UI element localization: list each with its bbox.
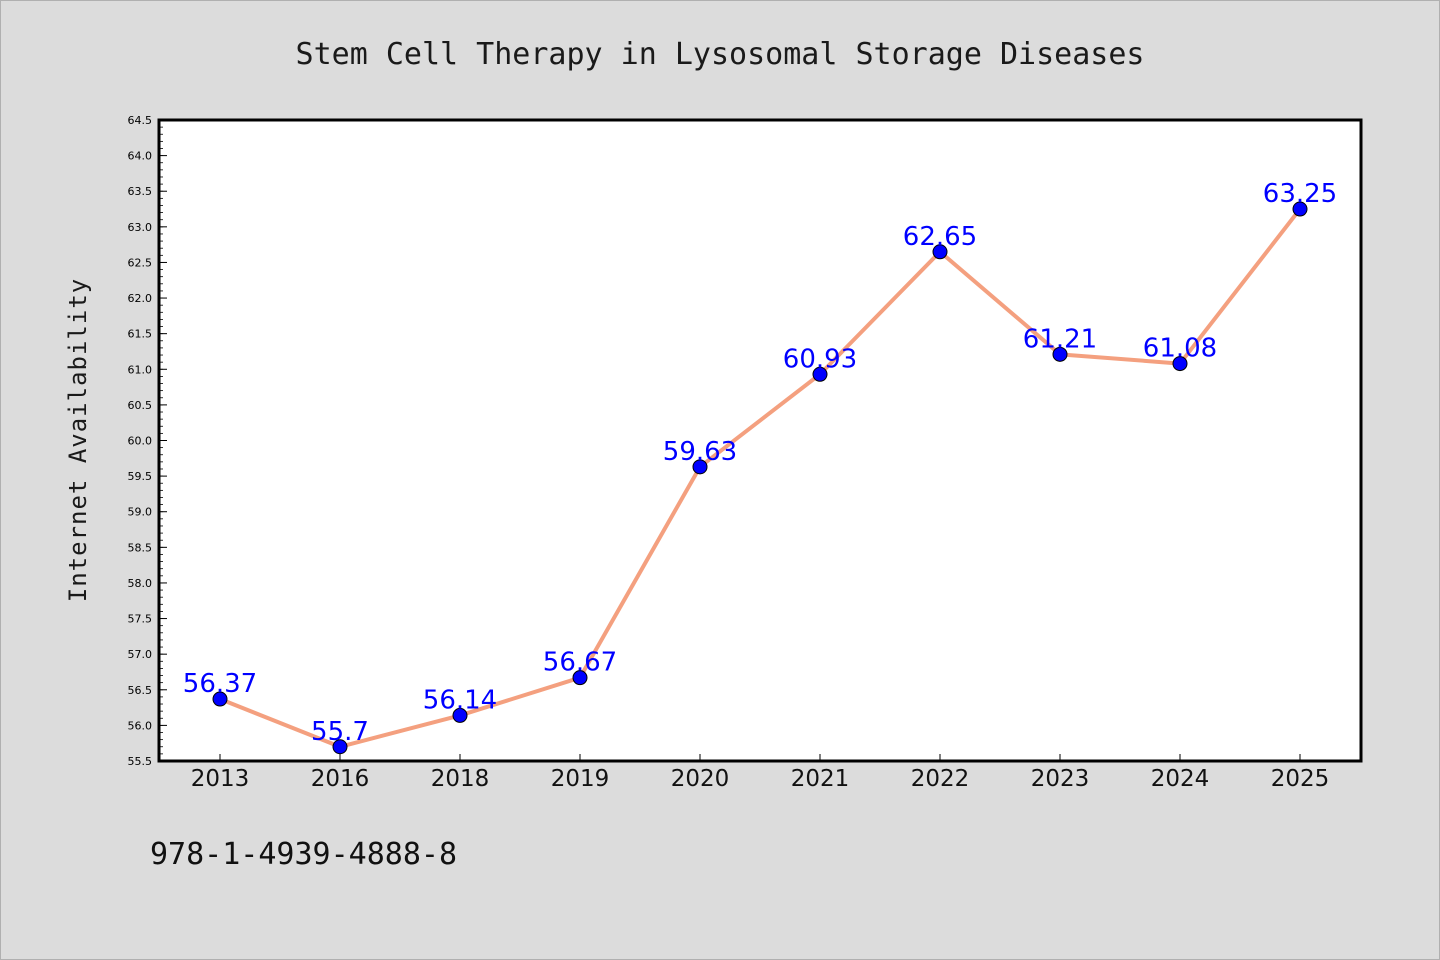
y-tick-label: 64.5 [128,114,153,127]
data-point [1172,356,1188,372]
y-tick-label: 64.0 [128,150,153,163]
x-tick-label: 2019 [551,766,610,792]
x-tick-label: 2018 [431,766,490,792]
data-point [1052,346,1068,362]
data-point [812,366,828,382]
x-tick-label: 2022 [911,766,970,792]
data-label: 60.93 [783,344,857,374]
y-tick-label: 60.0 [128,435,153,448]
data-label: 55.7 [311,717,369,747]
data-label: 61.21 [1023,324,1097,354]
y-tick-label: 61.5 [128,328,153,341]
data-point [212,691,228,707]
data-point [452,707,468,723]
data-point [932,244,948,260]
x-tick-label: 2023 [1031,766,1090,792]
y-tick-label: 59.5 [128,470,153,483]
plot-area [159,120,1361,761]
series-markers [212,201,1308,755]
x-tick-label: 2021 [791,766,850,792]
footnote-isbn: 978-1-4939-4888-8 [150,837,457,872]
plot-border [157,118,1363,763]
y-tick-label: 57.0 [128,648,153,661]
x-tick-label: 2024 [1151,766,1210,792]
series-line [218,207,1302,749]
y-tick-label: 58.5 [128,541,153,554]
y-tick-label: 58.0 [128,577,153,590]
data-point [572,670,588,686]
y-tick-label: 59.0 [128,506,153,519]
y-tick-label: 61.0 [128,363,153,376]
y-tick-label: 63.5 [128,185,153,198]
x-tick-label: 2013 [191,766,250,792]
x-tick-label: 2020 [671,766,730,792]
data-label: 56.67 [543,648,617,678]
data-labels: 56.37 55.7 56.14 56.67 59.63 60.93 62.65 61.21 6… [183,179,1337,747]
data-label: 63.25 [1263,179,1337,209]
y-axis-label: Internet Availability [64,278,92,602]
data-point [332,739,348,755]
chart-title: Stem Cell Therapy in Lysosomal Storage D… [296,37,1145,72]
y-tick-label: 63.0 [128,221,153,234]
data-label: 56.14 [423,685,497,715]
x-tick-label: 2016 [311,766,370,792]
y-tick-label: 62.5 [128,256,153,269]
x-axis: 2013 2016 2018 2019 2020 2021 2022 2023 2024 2025 [191,754,1330,792]
y-tick-label: 56.0 [128,719,153,732]
data-label: 56.37 [183,669,257,699]
y-tick-label: 57.5 [128,613,153,626]
y-tick-label: 60.5 [128,399,153,412]
data-label: 59.63 [663,437,737,467]
y-tick-label: 55.5 [128,755,153,768]
data-label: 61.08 [1143,334,1217,364]
data-label: 62.65 [903,222,977,252]
y-tick-label: 56.5 [128,684,153,697]
data-point [692,459,708,475]
data-point [1292,201,1308,217]
series-line-path [218,207,1302,749]
y-tick-label: 62.0 [128,292,153,305]
x-tick-label: 2025 [1271,766,1330,792]
